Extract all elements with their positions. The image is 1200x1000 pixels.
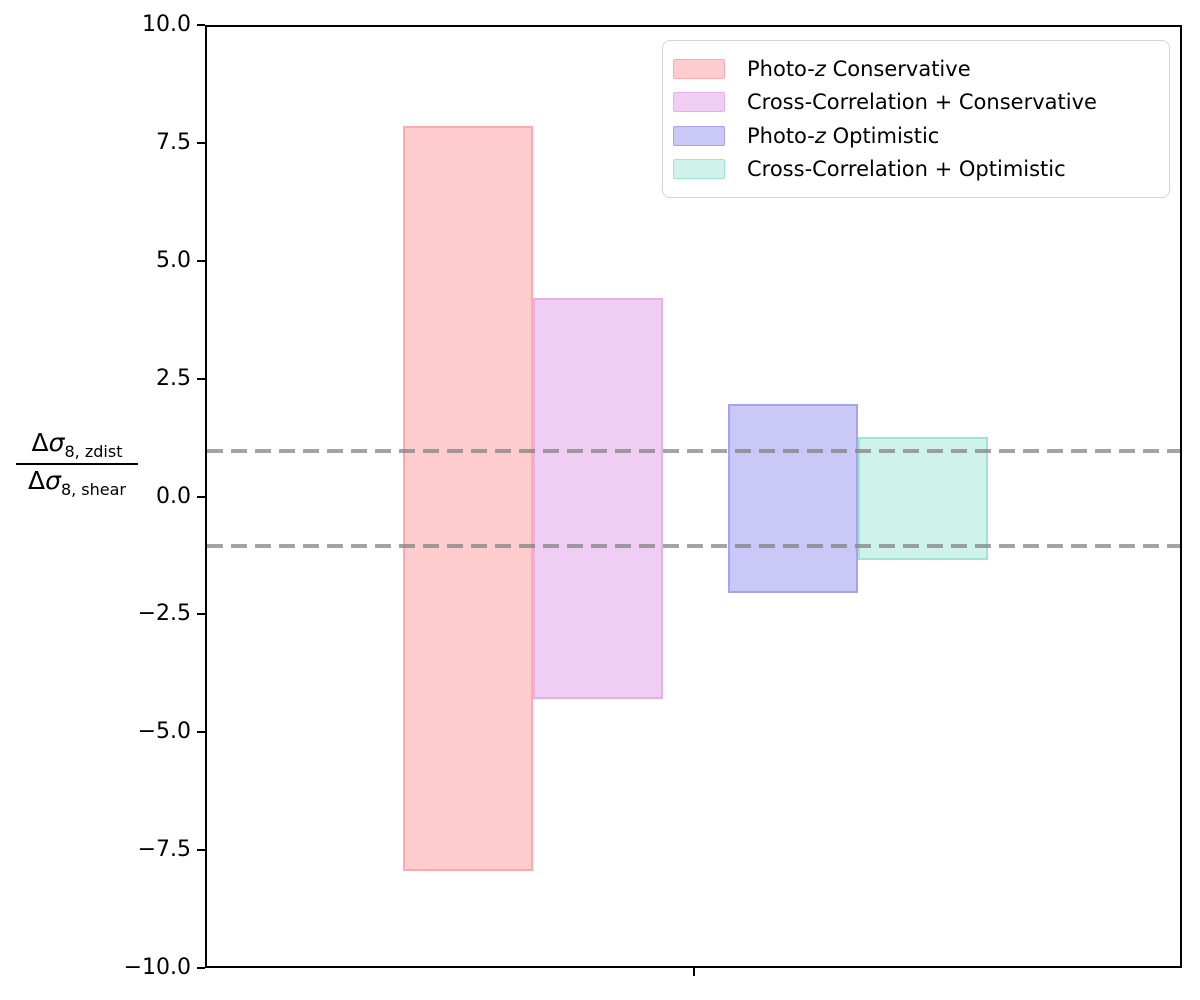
y-tick-10: [197, 24, 205, 26]
y-axis-label-numerator: Δσ8, zdist: [31, 428, 123, 461]
bar-cross-correlation-conservative: [532, 298, 663, 699]
y-tick-label-2.5: 2.5: [156, 365, 191, 391]
fraction-line: [16, 462, 138, 465]
y-tick--2.5: [197, 613, 205, 616]
y-tick--5: [197, 731, 205, 734]
legend-item-photo-z-conservative: Photo-z Conservative: [673, 57, 1155, 81]
reference-line-y-1: [207, 449, 1180, 454]
legend-swatch-photo-z-conservative: [673, 58, 725, 79]
y-tick--10: [197, 967, 205, 969]
y-tick-label--5: −5.0: [137, 719, 191, 745]
y-tick-5: [197, 259, 205, 262]
y-tick-label--7.5: −7.5: [137, 837, 191, 863]
legend-item-cross-correlation-optimistic: Cross-Correlation + Optimistic: [673, 157, 1155, 181]
bar-cross-correlation-optimistic: [858, 437, 989, 560]
y-tick-label-7.5: 7.5: [156, 129, 191, 155]
legend-label-cross-correlation-optimistic: Cross-Correlation + Optimistic: [747, 157, 1066, 182]
y-axis-label: Δσ8, zdist Δσ8, shear: [6, 428, 148, 500]
y-axis-label-denominator: Δσ8, shear: [27, 465, 127, 499]
legend-swatch-photo-z-optimistic: [673, 125, 725, 146]
y-tick-label-0: 0.0: [156, 483, 191, 509]
legend-swatch-cross-correlation-conservative: [673, 92, 725, 113]
y-tick-label-10: 10.0: [142, 12, 191, 37]
legend-item-cross-correlation-conservative: Cross-Correlation + Conservative: [673, 90, 1155, 114]
y-tick-label--10: −10.0: [123, 955, 191, 980]
legend-label-photo-z-optimistic: Photo-z Optimistic: [747, 123, 940, 148]
y-tick-label--2.5: −2.5: [137, 601, 191, 627]
x-tick-0.5: [692, 968, 695, 976]
y-tick-7.5: [197, 141, 205, 144]
legend-item-photo-z-optimistic: Photo-z Optimistic: [673, 124, 1155, 148]
y-tick-label-5: 5.0: [156, 247, 191, 273]
legend-label-cross-correlation-conservative: Cross-Correlation + Conservative: [747, 90, 1097, 115]
y-tick-2.5: [197, 377, 205, 380]
legend-label-photo-z-conservative: Photo-z Conservative: [747, 56, 971, 81]
legend-swatch-cross-correlation-optimistic: [673, 159, 725, 180]
bar-photo-z-optimistic: [728, 404, 859, 593]
legend: Photo-z Conservative Cross-Correlation + …: [662, 40, 1170, 198]
y-tick-0: [197, 495, 205, 498]
bar-photo-z-conservative: [402, 126, 533, 871]
y-tick--7.5: [197, 849, 205, 852]
reference-line-y--1: [207, 543, 1180, 548]
